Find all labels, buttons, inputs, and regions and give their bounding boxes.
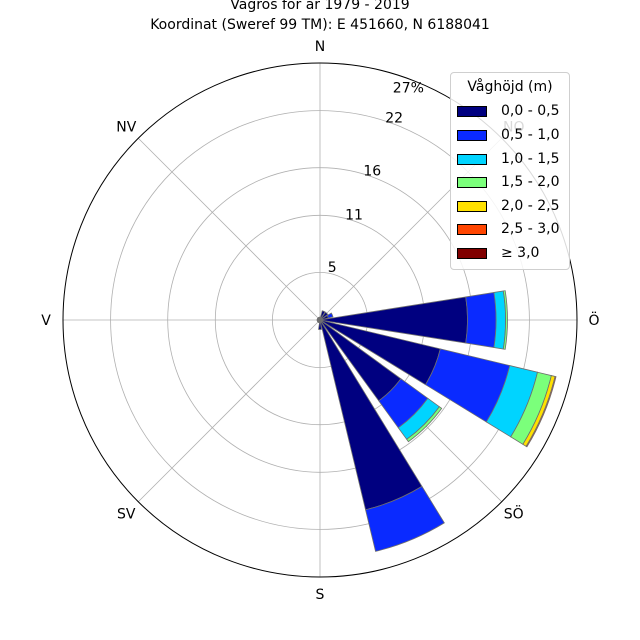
legend-swatch <box>457 106 487 117</box>
legend-label: 2,5 - 3,0 <box>501 221 560 237</box>
legend-swatch <box>457 201 487 212</box>
rose-segment <box>318 319 322 330</box>
direction-label: SÖ <box>504 505 524 523</box>
direction-label: V <box>41 313 51 329</box>
direction-label: S <box>316 587 325 603</box>
ring-label: 5 <box>328 260 337 276</box>
direction-label: SV <box>117 507 136 523</box>
legend-label: ≥ 3,0 <box>501 245 540 261</box>
legend-swatch <box>457 248 487 259</box>
grid-spoke <box>137 319 321 503</box>
plot-border <box>62 62 578 578</box>
rose-segment <box>406 406 443 443</box>
grid-spoke <box>137 137 321 321</box>
chart-title: Vågros för år 1979 - 2019 <box>230 0 410 13</box>
legend-label: 2,0 - 2,5 <box>501 198 560 214</box>
rose-segment <box>319 311 329 321</box>
legend-swatch <box>457 130 487 141</box>
direction-label: N <box>315 39 325 55</box>
legend-label: 1,5 - 2,0 <box>501 174 560 190</box>
legend-swatch <box>457 224 487 235</box>
rose-segment <box>502 290 508 350</box>
legend-label: 0,0 - 0,5 <box>501 103 560 119</box>
rose-segment <box>317 316 321 321</box>
legend-swatch <box>457 154 487 165</box>
rose-segment <box>365 485 445 552</box>
ring-label-outer: 27% <box>393 81 424 97</box>
legend-label: 0,5 - 1,0 <box>501 127 560 143</box>
chart-subtitle: Koordinat (Sweref 99 TM): E 451660, N 61… <box>150 17 490 33</box>
ring-label: 22 <box>385 111 403 127</box>
direction-label: Ö <box>588 311 599 329</box>
legend-title: Våghöjd (m) <box>467 79 553 95</box>
ring-label: 16 <box>363 163 381 179</box>
rose-segment <box>465 291 497 349</box>
direction-label: NV <box>116 119 136 135</box>
legend-label: 1,0 - 1,5 <box>501 151 560 167</box>
rose-segment <box>326 312 334 319</box>
rose-segment <box>525 375 557 448</box>
legend-swatch <box>457 177 487 188</box>
ring-label: 11 <box>345 207 363 223</box>
legend: Våghöjd (m) 0,0 - 0,5 0,5 - 1,0 1,0 - 1,… <box>450 72 570 270</box>
